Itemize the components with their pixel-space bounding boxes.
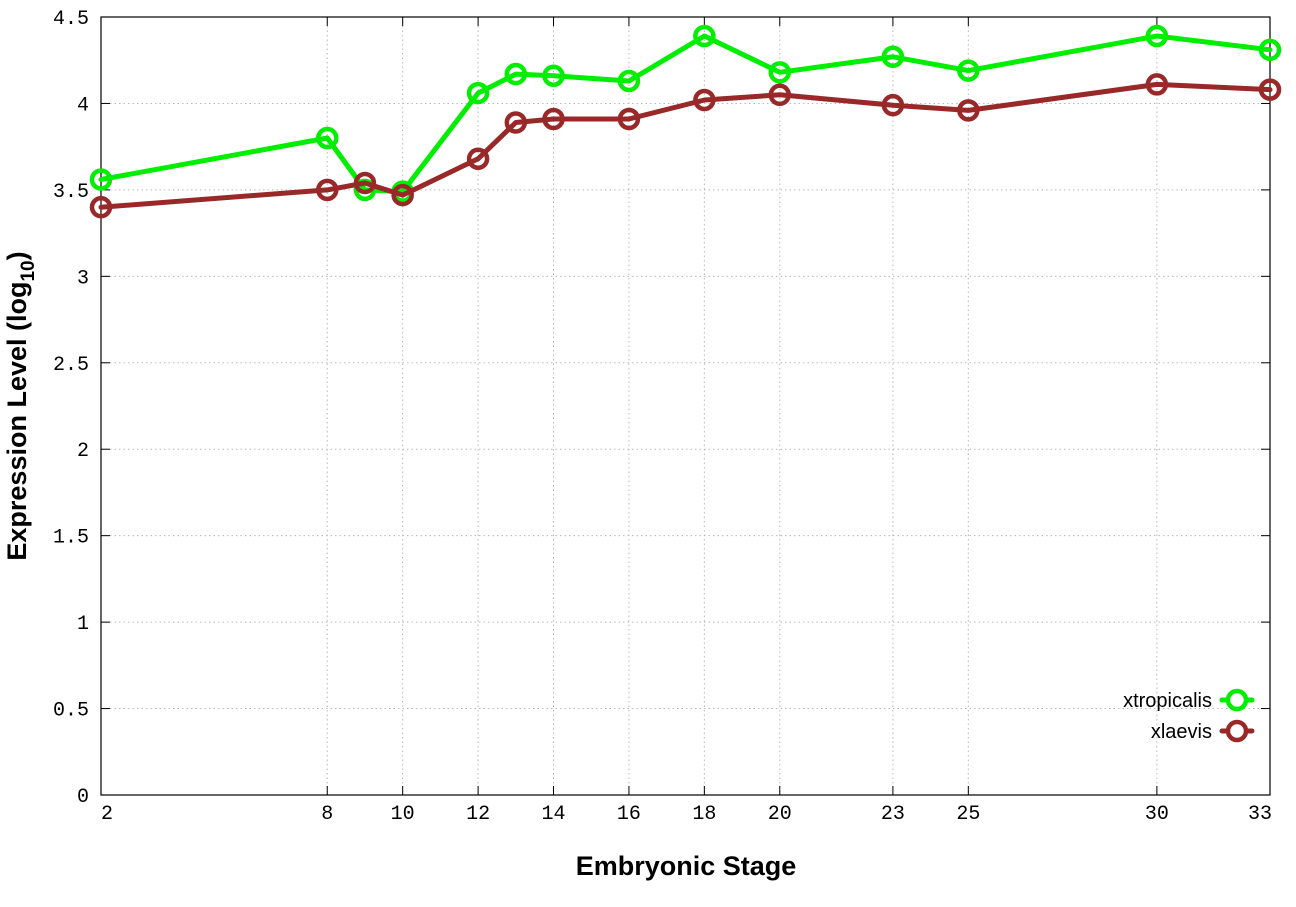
legend-marker-xlaevis [1225, 719, 1249, 743]
legend-label-xtropicalis: xtropicalis [1123, 690, 1212, 712]
data-point-xtropicalis [617, 69, 641, 93]
plot-frame [100, 16, 1271, 796]
legend: xtropicalis xlaevis [1123, 688, 1255, 743]
data-point-xlaevis [542, 107, 565, 131]
x-tick-label: 30 [1145, 803, 1169, 826]
grid [101, 17, 1270, 795]
legend-marker-xtropicalis [1225, 688, 1249, 712]
data-point-xtropicalis [768, 61, 792, 84]
x-tick-label: 20 [768, 803, 792, 826]
y-tick-label: 0.5 [53, 700, 89, 723]
data-point-xtropicalis [542, 64, 565, 88]
x-tick-label: 14 [542, 803, 566, 826]
data-point-xlaevis [1145, 73, 1169, 96]
data-point-xlaevis [391, 183, 414, 207]
x-tick-label: 23 [881, 803, 905, 826]
y-axis-title-main: Expression Level (log [2, 282, 32, 561]
y-axis-title-close: ) [2, 251, 32, 260]
series-line-xlaevis [98, 81, 1273, 210]
legend-label-xlaevis: xlaevis [1151, 721, 1212, 743]
x-tick-label: 12 [466, 803, 490, 826]
data-point-xtropicalis [504, 62, 528, 86]
x-tick-label: 8 [321, 803, 333, 826]
x-tick-label: 18 [692, 803, 716, 826]
x-tick-label: 33 [1248, 803, 1272, 826]
series-line-xtropicalis [98, 33, 1273, 195]
series-group [89, 24, 1282, 219]
data-point-xlaevis [353, 171, 377, 195]
data-point-xlaevis [1258, 78, 1282, 101]
data-point-xtropicalis [881, 45, 905, 69]
data-point-xtropicalis [1145, 24, 1169, 48]
data-point-xtropicalis [316, 126, 339, 150]
data-point-xlaevis [693, 88, 716, 112]
series-xtropicalis [89, 24, 1282, 203]
axis-ticks: 0 0.5 1 1.5 2 2.5 3 3.5 4 4.5 2 8 10 12 14 16 18 20 23 25 30… [53, 8, 1272, 826]
data-point-xtropicalis [957, 59, 980, 82]
data-point-xlaevis [89, 195, 113, 219]
x-tick-label: 25 [956, 803, 980, 826]
data-point-xtropicalis [466, 81, 490, 105]
data-point-xtropicalis [1258, 38, 1282, 62]
y-axis-title: Expression Level (log10) [2, 251, 39, 560]
y-tick-label: 2 [77, 440, 89, 463]
series-xlaevis [89, 73, 1282, 219]
x-axis-title: Embryonic Stage [576, 851, 797, 881]
y-axis-title-subscript: 10 [18, 260, 39, 281]
data-point-xlaevis [466, 147, 490, 171]
data-point-xtropicalis [693, 24, 716, 48]
data-point-xlaevis [316, 178, 339, 202]
x-tick-label: 2 [101, 803, 113, 826]
y-tick-label: 0 [77, 786, 89, 809]
x-tick-label: 10 [391, 803, 415, 826]
y-tick-label: 4 [77, 94, 89, 117]
y-tick-label: 3 [77, 267, 89, 290]
y-tick-label: 4.5 [53, 8, 89, 31]
y-tick-label: 3.5 [53, 181, 89, 204]
data-point-xlaevis [957, 99, 980, 122]
data-point-xtropicalis [89, 168, 113, 191]
y-tick-label: 2.5 [53, 354, 89, 377]
data-point-xlaevis [504, 111, 528, 134]
data-point-xlaevis [768, 83, 792, 107]
x-tick-label: 16 [617, 803, 641, 826]
y-tick-label: 1 [77, 613, 89, 636]
y-tick-label: 1.5 [53, 527, 89, 550]
data-point-xlaevis [617, 107, 641, 131]
data-point-xlaevis [881, 93, 905, 117]
